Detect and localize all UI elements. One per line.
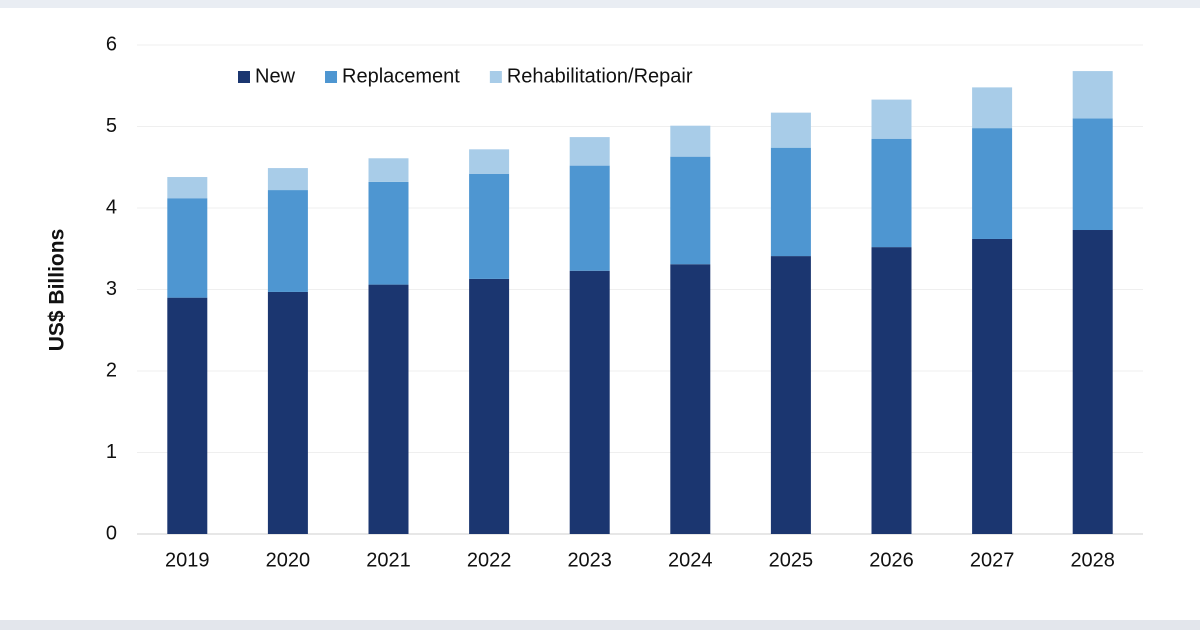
- x-tick-label: 2025: [769, 549, 814, 571]
- bar-segment: [469, 149, 510, 174]
- x-tick-label: 2027: [970, 549, 1015, 571]
- bar-segment: [670, 264, 711, 534]
- x-tick-label: 2024: [668, 549, 713, 571]
- bar-segment: [469, 278, 510, 534]
- x-tick-label: 2028: [1070, 549, 1115, 571]
- bar-segment: [569, 270, 610, 534]
- y-tick-label: 6: [106, 33, 117, 55]
- bar-segment: [267, 168, 308, 191]
- bar-segment: [569, 165, 610, 271]
- bar-segment: [1072, 118, 1113, 231]
- x-tick-label: 2019: [165, 549, 210, 571]
- y-axis-label: US$ Billions: [46, 229, 69, 352]
- bar-segment: [1072, 230, 1113, 534]
- bar-segment: [670, 125, 711, 157]
- y-tick-label: 2: [106, 359, 117, 381]
- y-tick-label: 4: [106, 196, 117, 218]
- x-tick-label: 2026: [869, 549, 914, 571]
- bar-segment: [167, 177, 208, 199]
- x-tick-label: 2023: [567, 549, 612, 571]
- bar-segment: [871, 247, 912, 534]
- bar-segment: [167, 297, 208, 534]
- bar-segment: [871, 138, 912, 248]
- x-tick-label: 2020: [266, 549, 311, 571]
- y-tick-label: 5: [106, 115, 117, 137]
- bar-segment: [770, 256, 811, 534]
- bar-segment: [770, 147, 811, 257]
- bar-segment: [267, 291, 308, 534]
- x-tick-label: 2021: [366, 549, 411, 571]
- legend-label: New: [255, 65, 296, 87]
- y-tick-label: 0: [106, 522, 117, 544]
- bar-segment: [770, 112, 811, 148]
- bar-segment: [368, 181, 409, 285]
- legend-swatch: [325, 71, 338, 83]
- bar-segment: [670, 156, 711, 265]
- bar-segment: [267, 190, 308, 292]
- bar-segment: [972, 238, 1013, 534]
- bar-segment: [871, 99, 912, 139]
- y-tick-label: 3: [106, 278, 117, 300]
- legend-label: Replacement: [342, 65, 460, 87]
- legend-swatch: [238, 71, 250, 83]
- legend-swatch: [489, 71, 502, 83]
- bar-segment: [1072, 71, 1113, 119]
- top-strip: [0, 0, 1200, 8]
- bar-segment: [469, 173, 510, 279]
- bar-segment: [569, 137, 610, 166]
- x-tick-label: 2022: [467, 549, 512, 571]
- bar-segment: [972, 87, 1013, 129]
- bar-segment: [167, 198, 208, 298]
- bar-segment: [972, 128, 1013, 239]
- legend-label: Rehabilitation/Repair: [507, 65, 693, 87]
- y-tick-label: 1: [106, 441, 117, 463]
- bar-segment: [368, 158, 409, 182]
- bar-segment: [368, 284, 409, 534]
- bottom-strip: [0, 620, 1200, 630]
